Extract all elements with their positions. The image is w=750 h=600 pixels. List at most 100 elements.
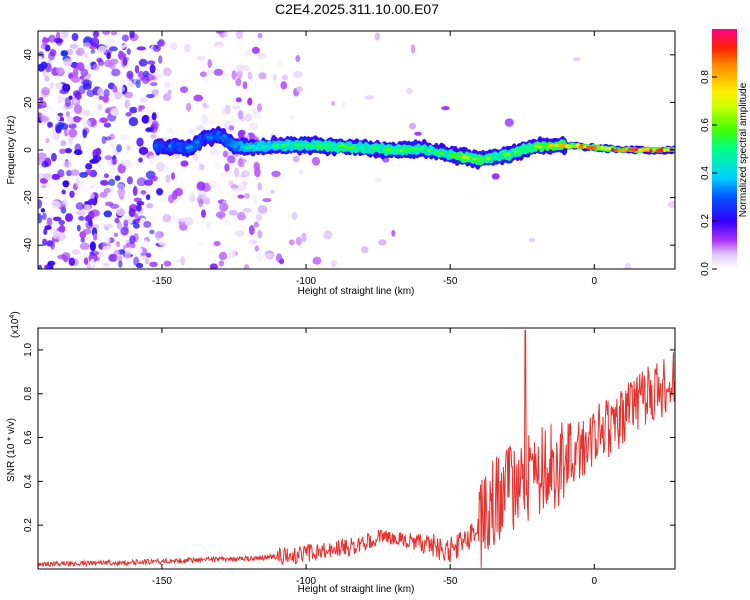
spectrogram-noise-cell [156,188,164,196]
spectrogram-ridge-core [486,156,491,161]
spectrogram-noise-cell [141,240,150,249]
spectrogram-ridge-core [199,140,203,143]
spectrogram-ridge-core [534,144,540,148]
colorbar-tick-label: 0.4 [700,166,711,180]
spectrogram-ridge-core [368,146,373,150]
spectrogram-noise-cell [90,250,100,256]
spectrogram-noise-cell [116,208,126,216]
spectrogram-noise-cell [54,83,64,89]
spectrogram-noise-cell [105,37,115,46]
spectrogram-noise-cell [163,93,171,102]
spectrogram-noise-cell [224,245,234,253]
spectrogram-noise-cell [331,101,336,106]
spectrogram-noise-cell [82,42,92,48]
spectrogram-noise-cell [103,236,111,244]
spectrogram-noise-cell [123,219,129,227]
spectrogram-noise-cell [202,194,207,201]
spectrogram-noise-cell [38,56,43,64]
spectrogram-noise-cell [156,255,165,265]
spectrogram-noise-cell [152,44,161,52]
snr-xtick-label: -100 [296,576,316,587]
spectrogram-noise-cell [64,148,73,154]
spectrogram-noise-cell [129,235,136,244]
spectrogram-ridge-core [396,148,400,153]
spectrogram-noise-cell [102,95,109,103]
spectrogram-noise-cell [114,175,121,181]
spectrogram-noise-cell [237,42,244,52]
spectrogram-noise-cell [150,134,157,139]
spectrogram-ridge-core [644,147,650,152]
spectrogram-noise-cell [222,32,231,38]
spectrogram-noise-cell [235,97,242,103]
spectrogram-noise-cell [95,147,102,156]
snr-xtick-label: 0 [592,576,598,587]
spectrogram-ridge-core [496,154,501,159]
spectrogram-noise-cell [279,258,285,265]
spectrogram-noise-cell [129,106,138,114]
spectrogram-noise-cell [202,104,210,110]
spectrogram-noise-cell [188,246,198,255]
spectrogram-noise-cell [143,220,152,228]
spectrogram-noise-cell [116,144,122,153]
spectrogram-noise-cell [68,128,78,138]
spectrogram-ridge-core [545,143,549,147]
spectrogram-noise-cell [227,62,234,69]
spectrogram-noise-cell [292,70,303,79]
spectrogram-ridge-core [513,150,519,153]
spectrogram-noise-cell [41,106,51,116]
spectrogram-noise-cell [76,62,85,71]
spectrogram-noise-cell [166,127,174,135]
spectrogram-noise-cell [232,48,238,54]
colorbar-tick-label: 0.0 [700,262,711,276]
spectrogram-noise-cell [149,175,158,182]
spectrogram-ridge-core [499,154,505,159]
spectrogram-ridge-core [649,149,653,153]
spectrogram-ridge-core [666,148,670,152]
spectrogram-noise-cell [82,129,88,139]
spectrogram-noise-cell [48,51,55,61]
spectrogram-noise-cell [528,237,536,243]
spectrogram-ridge-core [558,143,564,148]
spectrogram-ridge-core [461,154,467,159]
spectrogram-xlabel: Height of straight line (km) [298,286,415,297]
spectrogram-noise-cell [138,146,149,155]
spectrogram-noise-cell [51,152,57,162]
spectrogram-ridge-core [206,135,210,139]
spectrogram-noise-cell [298,169,304,175]
spectrogram-noise-cell [156,161,165,172]
spectrogram-ridge-core [482,156,488,161]
spectrogram-noise-cell [257,32,263,39]
spectrogram-ridge-core [223,136,228,141]
spectrogram-ridge-core [458,155,463,158]
spectrogram-noise-cell [68,135,74,145]
spectrogram-noise-cell [80,68,89,77]
spectrogram-noise-cell [108,253,118,262]
spectrogram-noise-cell [38,100,47,109]
spectrogram-noise-cell [42,36,48,46]
spectrogram-noise-cell [408,122,417,130]
spectrogram-noise-cell [146,93,155,99]
spectrogram-noise-cell [124,40,130,48]
spectrogram-noise-cell [491,173,500,180]
spectrogram-noise-cell [248,225,255,235]
spectrogram-noise-cell [44,225,52,230]
spectrogram-noise-cell [208,180,218,188]
spectrogram-noise-cell [374,177,382,182]
snr-scale-prefix: (x10 [10,318,21,338]
spectrogram-noise-cell [84,215,93,222]
spectrogram-noise-cell [145,194,151,201]
spectrogram-ridge-core [419,146,426,151]
spectrogram-ridge-core [316,144,322,149]
spectrogram-noise-cell [105,201,114,207]
spectrogram-noise-cell [149,229,155,235]
spectrogram-noise-cell [196,181,206,191]
spectrogram-noise-cell [382,157,390,163]
spectrogram-noise-cell [126,70,134,80]
spectrogram-noise-cell [38,152,46,162]
spectrogram-noise-cell [199,71,207,77]
spectrogram-noise-cell [257,103,262,112]
spectrogram-noise-cell [71,32,79,42]
spectrogram-noise-cell [93,184,100,192]
spectrogram-ridge-core [652,148,657,151]
spectrogram-noise-cell [138,58,148,67]
